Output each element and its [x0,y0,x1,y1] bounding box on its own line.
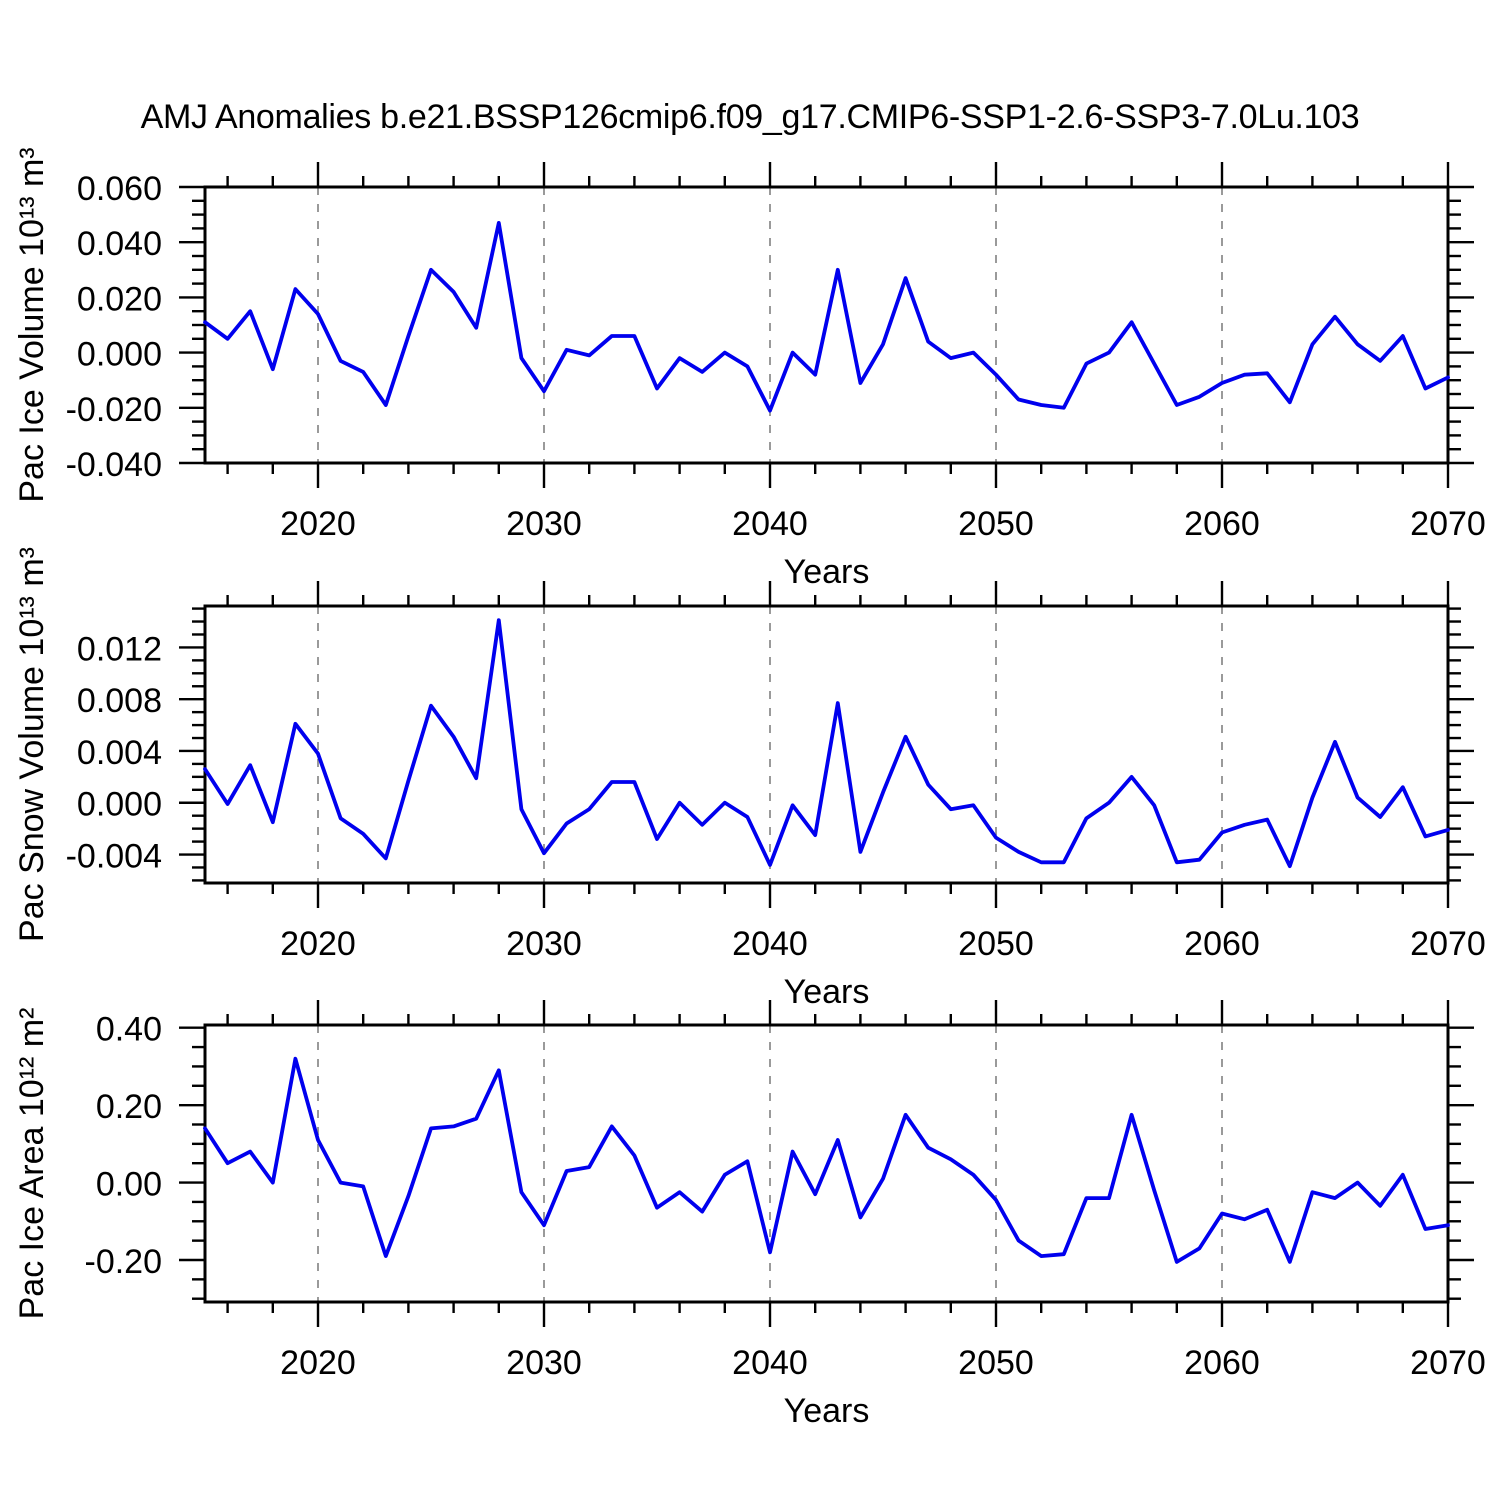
x-tick-label: 2050 [958,1344,1034,1382]
decade-gridlines [317,606,1223,883]
x-tick-label: 2060 [1184,925,1260,963]
y-tick-label: -0.004 [66,838,162,876]
x-tick-label: 2040 [732,505,808,543]
x-tick-label: 2070 [1410,925,1486,963]
x-ticks [226,581,1450,908]
y-tick-label: 0.00 [96,1166,162,1204]
x-tick-label: 2030 [506,925,582,963]
y-tick-label: 0.004 [77,734,162,772]
y-tick-label: 0.020 [77,280,162,318]
y-ticks [179,185,1474,465]
y-tick-labels: 0.40 0.20 0.00 -0.20 [85,1011,163,1281]
x-tick-label: 2070 [1410,505,1486,543]
data-line-pac-snow-volume [203,618,1450,869]
decade-gridlines [317,187,1223,463]
y-tick-label: 0.000 [77,786,162,824]
data-line-pac-ice-volume [203,220,1450,413]
plot-border [203,1023,1450,1304]
x-tick-label: 2040 [732,1344,808,1382]
x-tick-label: 2060 [1184,1344,1260,1382]
y-ticks [179,1026,1474,1300]
x-axis-title: Years [784,1392,870,1430]
chart-title: AMJ Anomalies b.e21.BSSP126cmip6.f09_g17… [140,98,1360,136]
plot-border [203,185,1450,465]
panel-pac-ice-volume: 0.060 0.040 0.020 0.000 -0.020 -0.040 2020 2030… [13,147,1486,591]
y-axis-title: Pac Ice Volume 10¹³ m³ [13,147,51,502]
plot-border [203,604,1450,885]
x-tick-label: 2030 [506,505,582,543]
data-line-pac-ice-area [203,1056,1450,1264]
x-tick-label: 2020 [280,1344,356,1382]
panel-pac-ice-area: 0.40 0.20 0.00 -0.20 2020 2030 2040 2050 2060 207… [13,1000,1486,1430]
y-tick-label: 0.060 [77,170,162,208]
x-tick-label: 2060 [1184,505,1260,543]
y-tick-label: 0.20 [96,1088,162,1126]
x-ticks [226,162,1450,488]
y-axis-title: Pac Ice Area 10¹² m² [13,1008,51,1320]
y-tick-labels: 0.012 0.008 0.004 0.000 -0.004 [66,630,162,875]
x-tick-label: 2020 [280,925,356,963]
y-tick-labels: 0.060 0.040 0.020 0.000 -0.020 -0.040 [66,170,162,484]
y-tick-label: -0.20 [85,1243,163,1281]
x-axis-title: Years [784,553,870,591]
x-ticks [226,1000,1450,1327]
x-tick-label: 2050 [958,505,1034,543]
y-tick-label: 0.40 [96,1011,162,1049]
y-tick-label: -0.040 [66,446,162,484]
x-tick-labels: 2020 2030 2040 2050 2060 2070 [280,505,1486,543]
y-tick-label: -0.020 [66,391,162,429]
y-ticks [179,607,1474,882]
x-tick-label: 2050 [958,925,1034,963]
x-tick-labels: 2020 2030 2040 2050 2060 2070 [280,1344,1486,1382]
y-tick-label: 0.040 [77,225,162,263]
x-tick-label: 2040 [732,925,808,963]
x-tick-labels: 2020 2030 2040 2050 2060 2070 [280,925,1486,963]
y-tick-label: 0.012 [77,630,162,668]
x-axis-title: Years [784,973,870,1011]
y-tick-label: 0.008 [77,682,162,720]
x-tick-label: 2020 [280,505,356,543]
x-tick-label: 2030 [506,1344,582,1382]
x-tick-label: 2070 [1410,1344,1486,1382]
y-axis-title: Pac Snow Volume 10¹³ m³ [13,547,51,942]
decade-gridlines [317,1025,1223,1302]
y-tick-label: 0.000 [77,336,162,374]
